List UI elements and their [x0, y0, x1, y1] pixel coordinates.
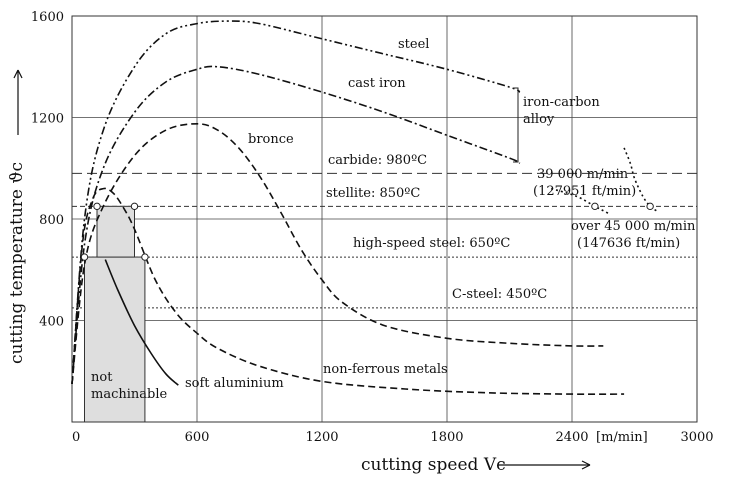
high-speed-curve-0	[550, 187, 610, 215]
marker-point-4	[591, 202, 599, 211]
x-axis-arrowhead	[581, 460, 591, 470]
alloy-bracket	[513, 87, 519, 163]
x-tick-label: 2400	[555, 430, 588, 445]
marker-point-5	[646, 202, 654, 211]
region-box-1	[96, 205, 135, 258]
grid-lines	[72, 16, 697, 422]
marker-point-3	[130, 202, 139, 211]
label-stellite: stellite: 850ºC	[326, 186, 420, 201]
high-speed-curve-1	[623, 147, 658, 213]
y-tick-label: 400	[39, 315, 64, 330]
y-tick-label: 1200	[31, 112, 64, 127]
label-carbide: carbide: 980ºC	[328, 153, 427, 168]
label-iron-carbon: iron-carbon	[523, 95, 600, 110]
marker-point-2	[93, 202, 101, 211]
label-speed-147636: (147636 ft/min)	[577, 236, 680, 251]
x-axis-title: cutting speed Vc	[361, 455, 506, 475]
label-non-ferrous: non-ferrous metals	[323, 362, 448, 377]
y-axis-title: cutting temperature ϑc	[7, 162, 27, 364]
tick-labels: 0 600 1200 1800 2400 3000 400 800 1200 1600	[31, 10, 714, 445]
label-bronce: bronce	[248, 132, 294, 147]
label-speed-39000: 39 000 m/min	[537, 167, 629, 182]
label-not: not	[91, 370, 113, 385]
label-c-steel: C-steel: 450ºC	[452, 287, 547, 302]
x-tick-label: 600	[185, 430, 210, 445]
label-cast-iron: cast iron	[348, 76, 406, 91]
label-speed-45000: over 45 000 m/min	[571, 219, 696, 234]
label-steel: steel	[398, 37, 429, 52]
label-soft-aluminium: soft aluminium	[185, 376, 284, 391]
y-tick-label: 1600	[31, 10, 64, 25]
x-tick-label: 1200	[305, 430, 338, 445]
y-tick-label: 800	[39, 213, 64, 228]
x-tick-label: 1800	[430, 430, 463, 445]
label-hss: high-speed steel: 650ºC	[353, 236, 510, 251]
marker-point-1	[141, 253, 149, 261]
series-line-bronce	[71, 122, 604, 384]
label-machinable: machinable	[91, 387, 167, 402]
markers	[80, 202, 654, 261]
series-line-soft-aluminium	[104, 259, 179, 386]
label-alloy: alloy	[523, 112, 555, 127]
x-unit-label: [m/min]	[596, 430, 648, 445]
marker-point-0	[80, 253, 89, 261]
label-speed-127951: (127951 ft/min)	[533, 184, 636, 199]
y-axis-arrowhead	[13, 69, 23, 79]
x-tick-label: 3000	[680, 430, 713, 445]
x-tick-label: 0	[72, 430, 80, 445]
